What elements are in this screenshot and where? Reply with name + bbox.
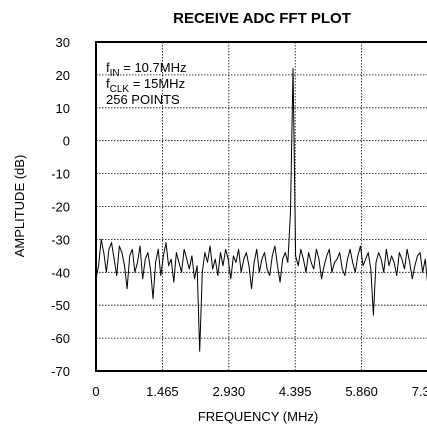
y-tick-label: 30 [56,35,70,50]
annotation-line: 256 POINTS [106,92,180,107]
y-tick-label: -10 [51,167,70,182]
x-tick-label: 7.325 [412,384,427,399]
x-tick-label: 4.395 [279,384,312,399]
x-tick-label: 0 [92,384,99,399]
y-tick-label: -70 [51,364,70,379]
y-tick-label: 10 [56,101,70,116]
spectrum-series [95,67,427,352]
annotation-line: fIN = 10.7MHz [106,60,186,79]
x-tick-labels: 0 1.465 2.930 4.395 5.860 7.325 [92,384,427,399]
y-tick-label: -60 [51,331,70,346]
grid-lines [96,42,427,371]
y-tick-label: -50 [51,298,70,313]
y-tick-labels: 30 20 10 0 -10 -20 -30 -40 -50 -60 -70 [51,35,70,379]
chart-title: RECEIVE ADC FFT PLOT [173,10,351,27]
plot-frame [95,41,427,372]
x-axis-label: FREQUENCY (MHz) [198,409,318,424]
y-tick-label: -20 [51,200,70,215]
y-tick-label: 20 [56,68,70,83]
y-tick-label: -30 [51,232,70,247]
y-tick-label: -40 [51,265,70,280]
x-tick-label: 5.860 [345,384,378,399]
x-tick-label: 1.465 [146,384,179,399]
annotation-line: fCLK = 15MHz [106,76,185,95]
spectrum-line-0 [95,67,427,352]
y-axis-label: AMPLITUDE (dB) [12,155,27,258]
x-tick-label: 2.930 [213,384,246,399]
y-tick-label: 0 [63,134,70,149]
